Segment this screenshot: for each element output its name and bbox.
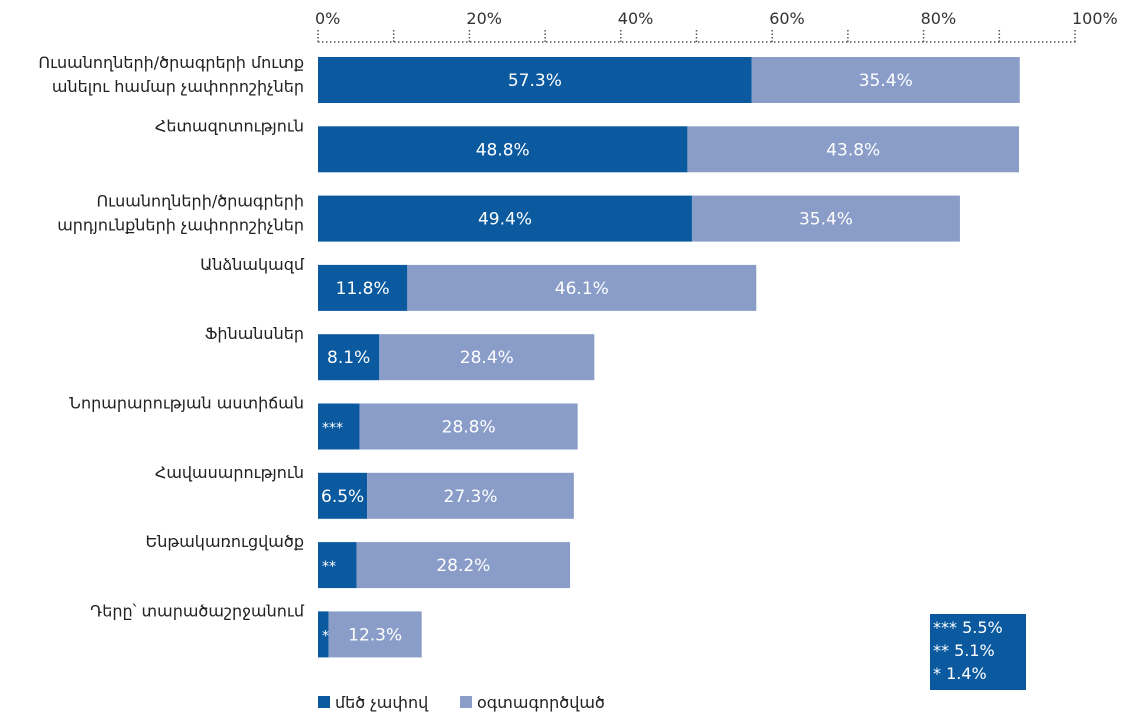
category-label-line: Նորարարության աստիճան bbox=[69, 394, 304, 413]
category-label-line: Հետազոտություն bbox=[155, 116, 304, 135]
bar-value-label: 11.8% bbox=[336, 279, 390, 299]
bar-value-label: 57.3% bbox=[508, 71, 562, 91]
legend-swatch bbox=[460, 696, 472, 708]
category-label-line: Ֆինանսներ bbox=[205, 324, 304, 343]
bar-segment-large bbox=[318, 126, 688, 173]
bar-value-label: 46.1% bbox=[555, 279, 609, 299]
legend-swatch bbox=[318, 696, 330, 708]
bar-segment-used bbox=[407, 264, 757, 311]
footnote-line: * 1.4% bbox=[933, 664, 987, 683]
x-tick-label: 80% bbox=[921, 9, 957, 28]
bar-segment-large bbox=[318, 334, 380, 381]
footnote-box: *** 5.5% ** 5.1% * 1.4% bbox=[930, 614, 1026, 690]
category-label-line: Ուսանողների/ծրագրերի bbox=[96, 192, 304, 211]
bar-segment-used bbox=[751, 57, 1020, 103]
category-label-line: անելու համար չափորոշիչներ bbox=[52, 77, 304, 96]
bar-value-label: * bbox=[322, 628, 329, 644]
category-label: Հավասարություն bbox=[155, 463, 304, 482]
bar-value-label: 27.3% bbox=[444, 487, 498, 507]
legend: մեծ չափով օգտագործված bbox=[318, 693, 605, 712]
category-label-line: Ենթակառուցվածք bbox=[146, 532, 304, 551]
category-label: Նորարարության աստիճան bbox=[69, 394, 304, 413]
bar-segment-large bbox=[318, 403, 360, 450]
legend-label: մեծ չափով bbox=[335, 693, 429, 712]
bar-value-label: *** bbox=[322, 421, 343, 437]
bar-segment-large bbox=[318, 195, 692, 242]
bar-value-label: 28.4% bbox=[460, 348, 514, 368]
category-label: Անձնակազմ bbox=[200, 255, 305, 274]
footnote-line: *** 5.5% bbox=[933, 618, 1003, 637]
category-label: Դերը՝ տարածաշրջանում bbox=[90, 601, 305, 620]
bar-segment-large bbox=[318, 264, 408, 311]
bar-segment-used bbox=[367, 472, 574, 519]
bar-segment-used bbox=[359, 403, 578, 450]
bar-value-label: 8.1% bbox=[327, 348, 370, 368]
bar-segment-large bbox=[318, 611, 329, 658]
category-label: Ուսանողների/ծրագրերի մուտք անելու համար չ… bbox=[38, 53, 304, 96]
bar-segment-used bbox=[687, 126, 1019, 173]
bar-value-label: 12.3% bbox=[348, 625, 402, 645]
bar-segment-large bbox=[318, 542, 357, 589]
x-tick-label: 60% bbox=[769, 9, 805, 28]
category-label: Հետազոտություն bbox=[155, 116, 304, 135]
bar-value-label: 6.5% bbox=[321, 487, 364, 507]
legend-label: օգտագործված bbox=[477, 693, 605, 712]
bar-segment-used bbox=[328, 611, 422, 658]
bar-value-label: 49.4% bbox=[478, 210, 532, 230]
x-tick-label: 0% bbox=[315, 9, 340, 28]
category-label-line: արդյունքների չափորոշիչներ bbox=[57, 216, 304, 235]
bar-segment-used bbox=[356, 542, 571, 589]
category-label-line: Ուսանողների/ծրագրերի մուտք bbox=[38, 53, 304, 72]
category-label: Ֆինանսներ bbox=[205, 324, 304, 343]
category-label: Ուսանողների/ծրագրերի արդյունքների չափորոշ… bbox=[57, 192, 304, 235]
bars: 57.3% 35.4% 48.8% 43.8% 49.4% 35.4% 11.8% 46.1%… bbox=[318, 57, 1020, 658]
category-labels: Ուսանողների/ծրագրերի մուտք անելու համար չ… bbox=[38, 53, 304, 620]
category-label-line: Հավասարություն bbox=[155, 463, 304, 482]
x-tick-label: 40% bbox=[618, 9, 654, 28]
bar-value-label: 35.4% bbox=[799, 210, 853, 230]
bar-value-label: 28.2% bbox=[436, 556, 490, 576]
bar-value-label: 28.8% bbox=[442, 418, 496, 438]
bar-value-label: 48.8% bbox=[476, 140, 530, 160]
bar-segment-used bbox=[691, 195, 960, 242]
category-label: Ենթակառուցվածք bbox=[146, 532, 304, 551]
footnote-line: ** 5.1% bbox=[933, 641, 995, 660]
bar-value-label: ** bbox=[322, 559, 336, 575]
bar-segment-used bbox=[379, 334, 595, 381]
x-axis: 0% 20% 40% 60% 80% 100% bbox=[315, 9, 1118, 43]
category-label-line: Անձնակազմ bbox=[200, 255, 305, 274]
x-tick-label: 20% bbox=[466, 9, 502, 28]
bar-value-label: 35.4% bbox=[859, 71, 913, 91]
bar-segment-large bbox=[318, 57, 752, 103]
bar-segment-large bbox=[318, 472, 368, 519]
bar-value-label: 43.8% bbox=[826, 140, 880, 160]
x-tick-label: 100% bbox=[1072, 9, 1118, 28]
category-label-line: Դերը՝ տարածաշրջանում bbox=[90, 601, 305, 620]
